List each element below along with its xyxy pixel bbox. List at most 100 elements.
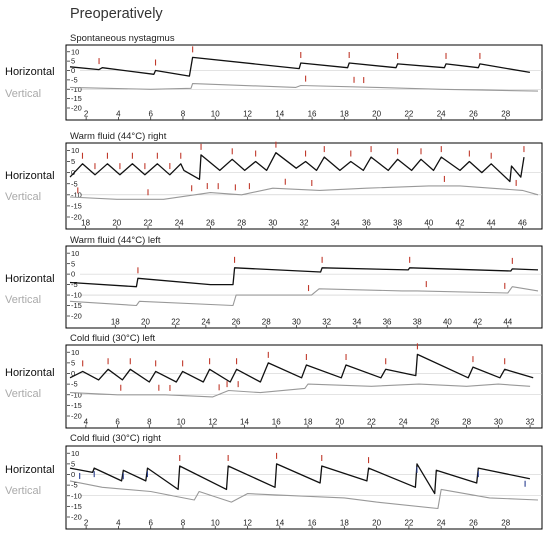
x-tick-label-4: 20 bbox=[335, 418, 344, 427]
y-tick-label-1: -10 bbox=[71, 85, 82, 94]
horizontal-label-3: Horizontal bbox=[5, 273, 55, 285]
x-tick-label-2: 18 bbox=[81, 219, 90, 228]
x-tick-label-5: 2 bbox=[84, 519, 89, 528]
y-tick-label-3: 5 bbox=[71, 259, 75, 268]
y-tick-label-4: 0 bbox=[71, 369, 75, 378]
x-tick-label-1: 16 bbox=[308, 110, 317, 119]
y-tick-label-2: 0 bbox=[71, 168, 75, 177]
y-tick-label-3: 10 bbox=[71, 249, 79, 258]
y-tick-label-4: -20 bbox=[71, 412, 82, 421]
vertical-label-1: Vertical bbox=[5, 88, 42, 100]
x-tick-label-2: 32 bbox=[300, 219, 309, 228]
x-tick-label-3: 24 bbox=[201, 318, 210, 327]
x-tick-label-3: 34 bbox=[352, 318, 361, 327]
x-tick-label-1: 10 bbox=[211, 110, 220, 119]
x-tick-label-5: 12 bbox=[243, 519, 252, 528]
y-tick-label-5: 0 bbox=[71, 470, 75, 479]
chart-frame-5 bbox=[65, 445, 543, 530]
panel-title-2: Warm fluid (44°C) right bbox=[70, 131, 167, 142]
x-tick-label-3: 38 bbox=[413, 318, 422, 327]
horizontal-trace-2 bbox=[69, 152, 525, 183]
x-tick-label-5: 6 bbox=[148, 519, 153, 528]
x-tick-label-1: 18 bbox=[340, 110, 349, 119]
x-tick-label-1: 28 bbox=[501, 110, 510, 119]
y-tick-label-4: 5 bbox=[71, 358, 75, 367]
x-tick-label-5: 22 bbox=[404, 519, 413, 528]
page-title: Preoperatively bbox=[70, 6, 163, 22]
x-tick-label-5: 24 bbox=[437, 519, 446, 528]
x-tick-label-5: 4 bbox=[116, 519, 121, 528]
x-tick-label-5: 26 bbox=[469, 519, 478, 528]
x-tick-label-5: 16 bbox=[308, 519, 317, 528]
vertical-label-2: Vertical bbox=[5, 191, 42, 203]
horizontal-trace-5 bbox=[69, 463, 531, 495]
x-tick-label-1: 14 bbox=[275, 110, 284, 119]
y-tick-label-5: 10 bbox=[71, 449, 79, 458]
x-tick-label-3: 26 bbox=[232, 318, 241, 327]
y-tick-label-2: -15 bbox=[71, 202, 82, 211]
y-tick-label-2: 5 bbox=[71, 157, 75, 166]
y-tick-label-3: -10 bbox=[71, 291, 82, 300]
horizontal-trace-4 bbox=[69, 353, 534, 383]
y-tick-label-4: -5 bbox=[71, 380, 78, 389]
horizontal-trace-1 bbox=[69, 56, 531, 77]
x-tick-label-3: 32 bbox=[322, 318, 331, 327]
horizontal-label-5: Horizontal bbox=[5, 464, 55, 476]
x-tick-label-2: 36 bbox=[362, 219, 371, 228]
panel-title-1: Spontaneous nystagmus bbox=[70, 33, 175, 44]
x-tick-label-1: 24 bbox=[437, 110, 446, 119]
x-tick-label-1: 26 bbox=[469, 110, 478, 119]
chart-frame-4 bbox=[65, 344, 543, 429]
x-tick-label-4: 22 bbox=[367, 418, 376, 427]
x-tick-label-5: 8 bbox=[181, 519, 186, 528]
y-tick-label-4: -15 bbox=[71, 401, 82, 410]
x-tick-label-3: 28 bbox=[262, 318, 271, 327]
y-tick-label-3: -20 bbox=[71, 312, 82, 321]
x-tick-label-4: 28 bbox=[462, 418, 471, 427]
vertical-trace-4 bbox=[69, 383, 531, 398]
x-tick-label-2: 46 bbox=[518, 219, 527, 228]
vertical-trace-2 bbox=[69, 185, 539, 200]
x-tick-label-5: 10 bbox=[211, 519, 220, 528]
x-tick-label-1: 22 bbox=[404, 110, 413, 119]
x-tick-label-3: 18 bbox=[111, 318, 120, 327]
horizontal-label-4: Horizontal bbox=[5, 367, 55, 379]
x-tick-label-2: 42 bbox=[456, 219, 465, 228]
vertical-trace-3 bbox=[69, 286, 539, 307]
y-tick-label-1: -5 bbox=[71, 75, 78, 84]
y-tick-label-5: -5 bbox=[71, 481, 78, 490]
x-tick-label-3: 22 bbox=[171, 318, 180, 327]
y-tick-label-3: 0 bbox=[71, 270, 75, 279]
x-tick-label-2: 22 bbox=[144, 219, 153, 228]
x-tick-label-2: 38 bbox=[393, 219, 402, 228]
x-tick-label-2: 44 bbox=[487, 219, 496, 228]
y-tick-label-5: -10 bbox=[71, 491, 82, 500]
panel-title-3: Warm fluid (44°C) left bbox=[70, 235, 161, 246]
y-tick-label-2: -20 bbox=[71, 213, 82, 222]
x-tick-label-1: 12 bbox=[243, 110, 252, 119]
x-tick-label-5: 28 bbox=[501, 519, 510, 528]
x-tick-label-4: 12 bbox=[208, 418, 217, 427]
y-tick-label-1: -20 bbox=[71, 104, 82, 113]
x-tick-label-3: 36 bbox=[383, 318, 392, 327]
y-tick-label-5: 5 bbox=[71, 459, 75, 468]
x-tick-label-5: 18 bbox=[340, 519, 349, 528]
y-tick-label-4: 10 bbox=[71, 348, 79, 357]
y-tick-label-2: -10 bbox=[71, 190, 82, 199]
horizontal-label-2: Horizontal bbox=[5, 170, 55, 182]
x-tick-label-1: 8 bbox=[181, 110, 186, 119]
x-tick-label-3: 20 bbox=[141, 318, 150, 327]
x-tick-label-5: 14 bbox=[275, 519, 284, 528]
y-tick-label-2: 10 bbox=[71, 146, 79, 155]
x-tick-label-3: 42 bbox=[473, 318, 482, 327]
x-tick-label-4: 30 bbox=[494, 418, 503, 427]
vertical-label-5: Vertical bbox=[5, 485, 42, 497]
x-tick-label-1: 6 bbox=[148, 110, 153, 119]
x-tick-label-4: 24 bbox=[399, 418, 408, 427]
x-tick-label-2: 20 bbox=[112, 219, 121, 228]
x-tick-label-3: 30 bbox=[292, 318, 301, 327]
y-tick-label-1: 10 bbox=[71, 47, 79, 56]
panel-title-5: Cold fluid (30°C) right bbox=[70, 433, 161, 444]
x-tick-label-4: 14 bbox=[240, 418, 249, 427]
